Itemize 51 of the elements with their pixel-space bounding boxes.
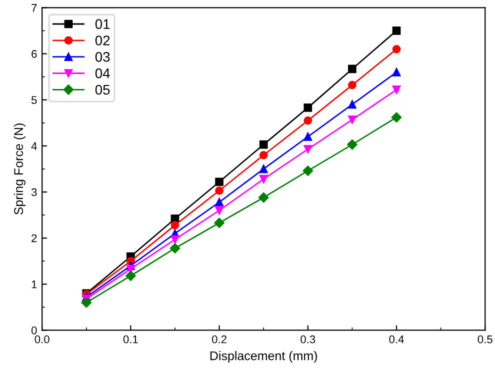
y-tick-label: 7 [32, 4, 37, 12]
legend-label: 05 [95, 84, 110, 95]
y-tick-label: 3 [31, 188, 37, 196]
point [348, 100, 356, 109]
point [215, 186, 224, 195]
y-axis-title: Spring Force (N) [14, 124, 26, 215]
x-tick-label: 0.5 [478, 335, 492, 344]
point [258, 192, 269, 203]
point [304, 144, 312, 154]
point [348, 115, 356, 124]
point [259, 174, 268, 184]
point [170, 235, 180, 244]
point [215, 198, 224, 206]
point [304, 132, 312, 141]
x-tick-label: 0.2 [212, 335, 226, 344]
point [215, 206, 224, 215]
y-tick-label: 0 [31, 326, 37, 334]
y-tick-label: 5 [31, 96, 37, 104]
y-tick-label: 2 [32, 234, 37, 242]
x-tick-label: 0.1 [123, 335, 138, 344]
legend-label: 04 [95, 68, 110, 78]
point [304, 116, 312, 125]
legend-label: 02 [95, 36, 110, 46]
point [170, 243, 180, 254]
x-axis-title: Displacement (mm) [210, 351, 317, 363]
legend-label: 01 [95, 19, 110, 29]
point [170, 221, 180, 230]
legend-label: 03 [95, 52, 110, 62]
point [392, 68, 401, 76]
point [392, 26, 401, 35]
point [259, 140, 268, 149]
x-tick-label: 0.3 [300, 335, 316, 344]
point [347, 139, 358, 150]
point [214, 218, 224, 228]
point [391, 112, 402, 122]
y-tick-label: 1 [32, 280, 37, 288]
y-tick-label: 4 [31, 142, 37, 150]
point [348, 80, 356, 90]
x-tick-label: 0.4 [389, 335, 404, 344]
point [215, 178, 224, 186]
point [126, 270, 136, 281]
y-tick-label: 6 [32, 50, 37, 58]
point [81, 297, 92, 308]
point [259, 150, 268, 160]
point [302, 166, 314, 176]
point [304, 104, 312, 112]
point [259, 164, 268, 174]
point [392, 44, 401, 54]
point [392, 86, 401, 94]
point [348, 64, 356, 74]
x-tick-label: 0.0 [34, 335, 50, 344]
